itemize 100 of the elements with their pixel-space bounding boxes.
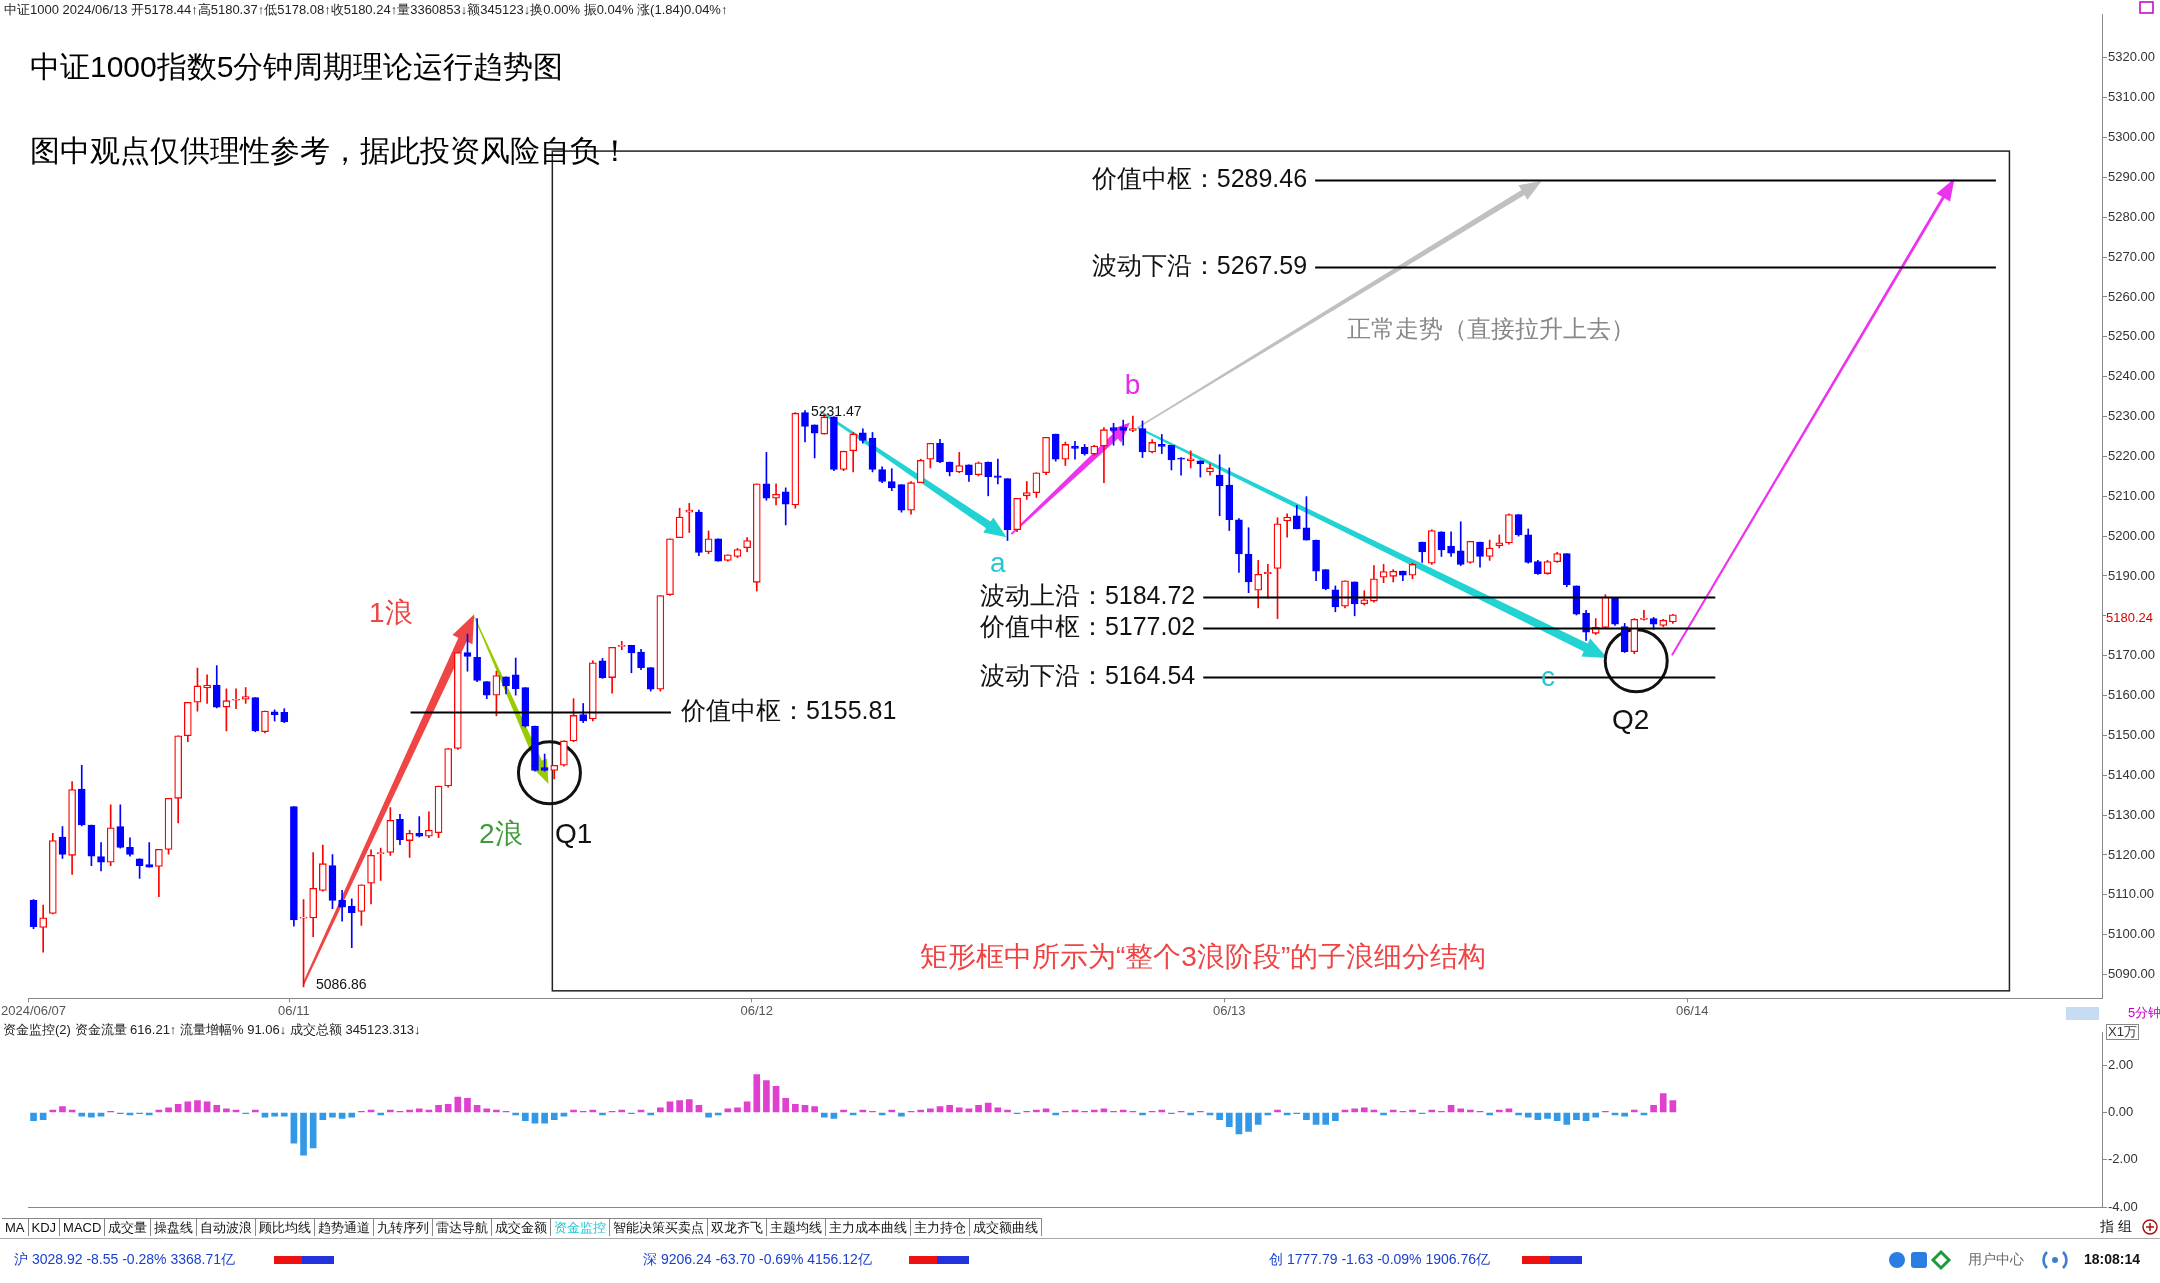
- y-tick-label: 0.00: [2108, 1104, 2134, 1120]
- y-tick-label: 5110.00: [2108, 886, 2155, 902]
- bar: [329, 1112, 336, 1118]
- y-tick-label: 5270.00: [2108, 248, 2155, 264]
- bar: [984, 1102, 992, 1113]
- bar: [59, 1106, 66, 1113]
- y-tick-label: 5280.00: [2108, 208, 2155, 224]
- bar: [174, 1103, 182, 1113]
- bar: [1322, 1112, 1330, 1125]
- text: KDJ: [28, 1219, 61, 1236]
- bar: [541, 1112, 548, 1124]
- bar: [734, 1107, 741, 1113]
- bar: [1332, 1112, 1339, 1122]
- text: 成交金额: [492, 1219, 552, 1236]
- bar: [194, 1100, 201, 1113]
- y-tick-label: 5300.00: [2108, 129, 2155, 145]
- candlestick: [39, 904, 48, 953]
- text: 用户中心: [1968, 1251, 2024, 1268]
- ref-line-label: 波动下沿：5164.54: [979, 661, 1196, 690]
- annotation: b: [1124, 369, 1141, 401]
- annotation: 矩形框中所示为“整个3浪阶段”的子浪细分结构: [920, 941, 1487, 973]
- annotation: 中证1000 2024/06/13 开5178.44↑高5180.37↑低5178.08↑收5180.24↑量3360853↓额345123↓换0.00% 振0.04% 涨(1.84)0.04%↑: [4, 2, 728, 18]
- candlestick: [1119, 419, 1128, 446]
- y-axis-title: X1万: [2106, 1024, 2139, 1041]
- text: 雷达导航: [433, 1219, 493, 1236]
- candlestick: [145, 842, 154, 868]
- candlestick: [1640, 609, 1648, 621]
- y-tick-label: 5260.00: [2108, 288, 2155, 304]
- bar: [1245, 1112, 1252, 1132]
- y-tick-label: 5220.00: [2108, 447, 2155, 463]
- ref-line-label: 波动上沿：5184.72: [979, 581, 1196, 610]
- text: 指 组: [2100, 1218, 2132, 1235]
- bar: [1303, 1112, 1310, 1120]
- bar: [444, 1103, 452, 1113]
- bar: [1573, 1112, 1580, 1120]
- candlestick: [347, 898, 356, 949]
- annotation: 1浪: [369, 597, 413, 629]
- y-tick-label: 5190.00: [2108, 567, 2155, 583]
- bar: [435, 1105, 442, 1113]
- candlestick: [685, 503, 694, 533]
- candlestick: [1129, 415, 1137, 432]
- text: 双龙齐飞: [708, 1219, 768, 1236]
- text: 自动波浪: [197, 1219, 257, 1236]
- y-tick-label: 5160.00: [2108, 687, 2155, 703]
- annotation: 正常走势（直接拉升上去）: [1347, 315, 1635, 343]
- bar: [1544, 1112, 1551, 1119]
- y-tick-label: 5130.00: [2108, 806, 2155, 822]
- bar: [705, 1112, 712, 1118]
- candlestick: [232, 688, 240, 709]
- y-tick-label: 5240.00: [2108, 368, 2155, 384]
- ref-line-label: 价值中枢：5177.02: [978, 612, 1196, 641]
- text: MACD: [60, 1219, 106, 1236]
- text: 18:08:14: [2084, 1251, 2141, 1268]
- bar: [1650, 1105, 1657, 1113]
- bar: [309, 1112, 317, 1149]
- bar: [753, 1074, 761, 1113]
- chart-title: 资金监控(2) 资金流量 616.21↑ 流量增幅% 91.06↓ 成交总额 345123.313↓: [3, 1022, 421, 1038]
- bar: [1225, 1112, 1233, 1128]
- bar: [994, 1107, 1002, 1113]
- y-tick-label: 5250.00: [2108, 328, 2155, 344]
- ref-line-label: 价值中枢：5155.81: [679, 696, 897, 725]
- text: 成交额曲线: [970, 1219, 1043, 1236]
- bar: [1360, 1107, 1368, 1113]
- annotation: Q2: [1612, 704, 1650, 736]
- ref-line-label: 价值中枢：5289.46: [1090, 164, 1308, 193]
- text: 成交量: [105, 1219, 152, 1236]
- text: 主题均线: [767, 1219, 827, 1236]
- bar: [1524, 1112, 1532, 1118]
- bar: [213, 1105, 221, 1113]
- bar: [550, 1112, 558, 1120]
- bar: [763, 1080, 770, 1113]
- text: 中证1000指数5分钟周期理论运行趋势图: [30, 50, 564, 83]
- text: 主力成本曲线: [826, 1219, 912, 1236]
- text: 深 9206.24 -63.70 -0.69% 4156.12亿: [643, 1251, 872, 1268]
- y-tick-label: 5290.00: [2108, 168, 2155, 184]
- bar: [1592, 1112, 1600, 1118]
- candlestick: [97, 842, 105, 872]
- y-tick-label: 2.00: [2108, 1056, 2134, 1072]
- bar: [657, 1107, 664, 1113]
- bar: [1563, 1112, 1571, 1125]
- y-tick-label: 5310.00: [2108, 89, 2155, 105]
- y-tick-label: 5140.00: [2108, 766, 2155, 782]
- bar: [975, 1105, 982, 1113]
- bar: [88, 1112, 95, 1118]
- bar: [30, 1112, 37, 1122]
- bar: [830, 1112, 838, 1119]
- x-tick-label: 2024/06/07: [0, 1002, 67, 1018]
- x-tick-label: 06/14: [1675, 1002, 1709, 1018]
- annotation: 5086.86: [316, 976, 367, 993]
- text: 5180.24: [2106, 610, 2153, 626]
- text: 主力持仓: [911, 1219, 971, 1236]
- annotation: 5231.47: [811, 403, 862, 420]
- bar: [820, 1112, 828, 1118]
- x-tick-label: 06/11: [278, 1002, 310, 1018]
- y-tick-label: -4.00: [2108, 1198, 2138, 1214]
- bar: [348, 1112, 356, 1118]
- annotation: Q1: [555, 818, 593, 850]
- text: 5分钟: [2128, 1005, 2160, 1021]
- bar: [1216, 1112, 1223, 1120]
- bar: [522, 1112, 529, 1122]
